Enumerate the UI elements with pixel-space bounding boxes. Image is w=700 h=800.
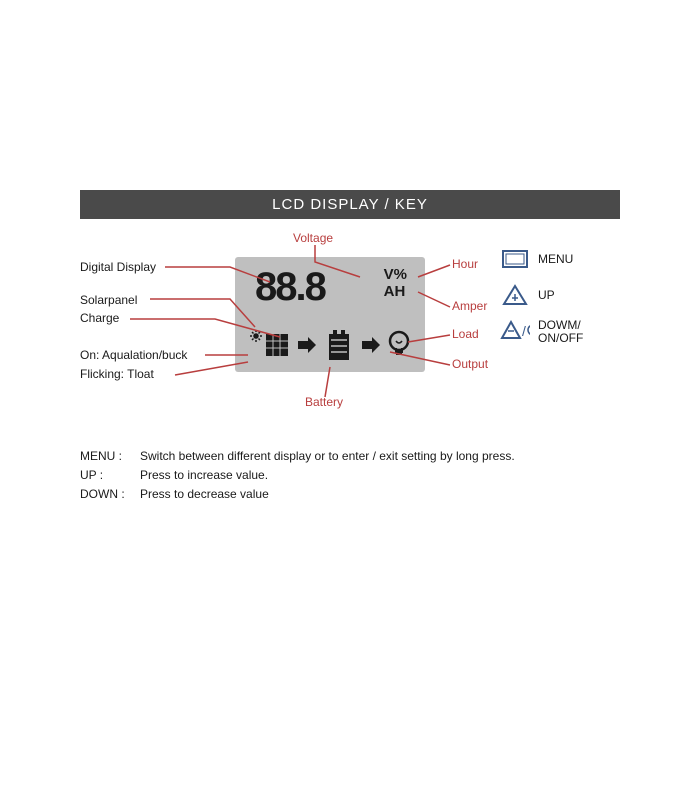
arrow-output-icon: [360, 336, 382, 354]
lcd-icon-row: [250, 328, 410, 362]
arrow-charge-icon: [296, 336, 318, 354]
key-menu-label: MENU: [538, 252, 573, 266]
instr-down-key: DOWN :: [80, 485, 140, 504]
bulb-icon: [388, 330, 410, 360]
label-output: Output: [452, 357, 488, 371]
key-legend: MENU UP /: [500, 247, 620, 357]
label-voltage: Voltage: [293, 231, 333, 245]
diagram-area: 88.8 V% AH: [80, 227, 620, 437]
instr-menu-key: MENU :: [80, 447, 140, 466]
label-digital-display: Digital Display: [80, 260, 156, 274]
key-up: UP: [500, 283, 620, 307]
down-icon: /: [500, 320, 530, 344]
instr-up-key: UP :: [80, 466, 140, 485]
instr-up-val: Press to increase value.: [140, 466, 268, 485]
label-load: Load: [452, 327, 479, 341]
digital-readout: 88.8: [255, 265, 325, 310]
unit-labels: V% AH: [384, 267, 407, 300]
lcd-screen: 88.8 V% AH: [235, 257, 425, 372]
battery-icon: [324, 328, 354, 362]
solar-panel-icon: [250, 328, 290, 362]
key-up-label: UP: [538, 288, 555, 302]
label-flicking: Flicking: Tloat: [80, 367, 154, 381]
label-amper: Amper: [452, 299, 487, 313]
key-down: / DOWM/ ON/OFF: [500, 319, 620, 345]
unit-top: V%: [384, 267, 407, 284]
up-icon: [500, 283, 530, 307]
instr-down-val: Press to decrease value: [140, 485, 269, 504]
title-bar: LCD DISPLAY / KEY: [80, 190, 620, 219]
label-solarpanel: Solarpanel: [80, 293, 137, 307]
menu-icon: [500, 247, 530, 271]
label-battery: Battery: [305, 395, 343, 409]
label-hour: Hour: [452, 257, 478, 271]
instr-menu-val: Switch between different display or to e…: [140, 447, 515, 466]
label-charge: Charge: [80, 311, 119, 325]
unit-bottom: AH: [384, 284, 407, 301]
key-menu: MENU: [500, 247, 620, 271]
label-on-aqualation: On: Aqualation/buck: [80, 348, 187, 362]
instructions: MENU :Switch between different display o…: [80, 447, 620, 505]
svg-text:/: /: [522, 323, 526, 339]
key-down-label: DOWM/ ON/OFF: [538, 319, 583, 345]
